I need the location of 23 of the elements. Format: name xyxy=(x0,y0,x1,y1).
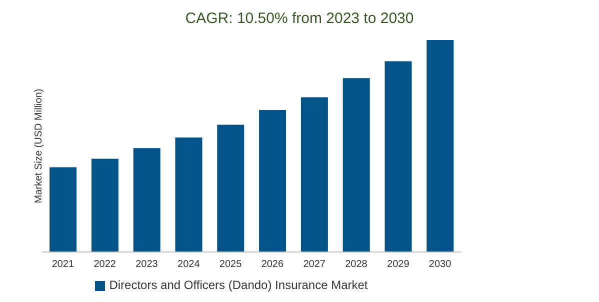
bar xyxy=(50,167,77,252)
bar xyxy=(133,148,160,252)
x-tick-label: 2028 xyxy=(345,259,368,270)
x-tick-label: 2024 xyxy=(178,259,200,270)
bar xyxy=(384,61,412,252)
x-tick-label: 2030 xyxy=(428,259,452,270)
bar xyxy=(300,97,328,252)
x-tick-label: 2022 xyxy=(94,259,116,270)
bar xyxy=(175,138,202,252)
legend-label: Directors and Officers (Dando) Insurance Market xyxy=(109,278,368,292)
chart-title: CAGR: 10.50% from 2023 to 2030 xyxy=(184,10,415,27)
x-tick-label: 2025 xyxy=(219,259,242,270)
x-tick-label: 2023 xyxy=(136,259,158,270)
bar xyxy=(259,110,286,252)
y-axis-title: Market Size (USD Million) xyxy=(34,88,45,204)
x-tick-label: 2027 xyxy=(303,259,326,270)
bar xyxy=(342,78,370,252)
x-tick-label: 2026 xyxy=(261,259,284,270)
x-tick-label: 2029 xyxy=(387,259,410,270)
bar xyxy=(217,124,244,252)
x-tick-label: 2021 xyxy=(52,259,75,270)
bar xyxy=(91,158,118,252)
bar xyxy=(426,40,454,252)
